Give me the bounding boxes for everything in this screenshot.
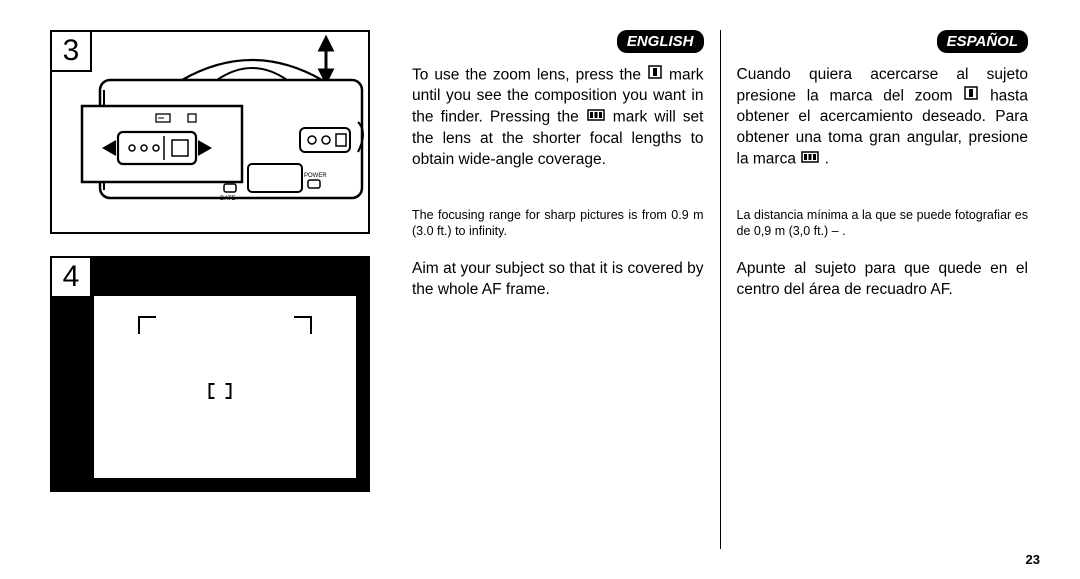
spanish-column: ESPAÑOL Cuando quiera acercarse al sujet… (725, 30, 1041, 549)
page-number: 23 (1026, 552, 1040, 567)
af-frame-icon (208, 383, 231, 399)
viewfinder-area (94, 296, 356, 478)
english-column: ENGLISH To use the zoom lens, press the … (400, 30, 716, 549)
english-paragraph-zoom: To use the zoom lens, press the mark unt… (412, 65, 704, 171)
frame-corner-icon (138, 316, 156, 334)
spanish-paragraph-af: Apunte al sujeto para que quede en el ce… (737, 259, 1029, 301)
wide-icon (801, 149, 819, 170)
text-fragment: Cuando quiera acercarse al sujeto presio… (737, 66, 1029, 104)
step-number-3: 3 (50, 30, 92, 72)
figure-step-4: 4 (50, 256, 370, 492)
text-fragment: . (825, 151, 829, 168)
tele-icon (648, 65, 662, 86)
step-number-4: 4 (50, 256, 92, 298)
figures-column: DATE POWER 3 4 (50, 30, 380, 549)
manual-page: DATE POWER 3 4 (50, 30, 1040, 549)
column-divider (720, 30, 721, 549)
svg-text:DATE: DATE (220, 196, 236, 202)
language-badge-spanish: ESPAÑOL (937, 30, 1028, 53)
viewfinder-illustration (50, 256, 370, 492)
english-paragraph-af: Aim at your subject so that it is covere… (412, 259, 704, 301)
svg-text:POWER: POWER (304, 173, 327, 179)
figure-step-3: DATE POWER 3 (50, 30, 370, 234)
english-focus-range-note: The focusing range for sharp pictures is… (412, 207, 704, 240)
spanish-focus-range-note: La distancia mínima a la que se puede fo… (737, 207, 1029, 240)
text-columns: ENGLISH To use the zoom lens, press the … (400, 30, 1040, 549)
language-badge-english: ENGLISH (617, 30, 704, 53)
tele-icon (964, 86, 978, 107)
frame-corner-icon (294, 316, 312, 334)
wide-icon (587, 107, 605, 128)
text-fragment: To use the zoom lens, press the (412, 67, 647, 84)
spanish-paragraph-zoom: Cuando quiera acercarse al sujeto presio… (737, 65, 1029, 171)
camera-top-illustration: DATE POWER (50, 30, 370, 234)
